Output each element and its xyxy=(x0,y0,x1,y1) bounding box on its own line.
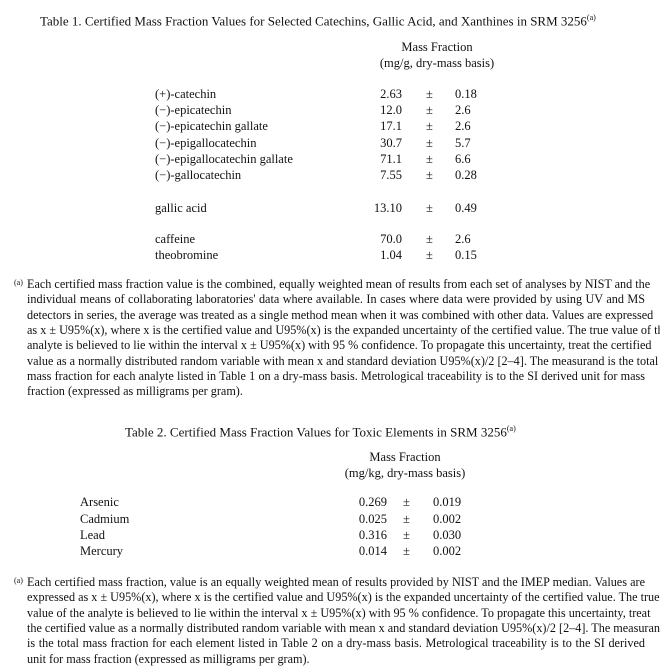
footnote-line: fraction (expressed as milligrams per gr… xyxy=(27,384,243,399)
table-title: Table 2. Certified Mass Fraction Values … xyxy=(125,421,516,439)
uncertainty: 2.6 xyxy=(455,103,471,117)
plus-minus: ± xyxy=(403,495,410,509)
plus-minus: ± xyxy=(426,248,433,262)
column-header: (mg/g, dry-mass basis) xyxy=(379,56,495,70)
footnote-line: analyte is believed to lie within the in… xyxy=(27,338,652,353)
plus-minus: ± xyxy=(426,136,433,150)
value: 7.55 xyxy=(380,168,402,182)
plus-minus: ± xyxy=(426,232,433,246)
value: 0.269 xyxy=(358,495,387,509)
uncertainty: 6.6 xyxy=(455,152,471,166)
column-header: Mass Fraction xyxy=(401,40,473,54)
value: 30.7 xyxy=(380,136,402,150)
row-label: theobromine xyxy=(155,248,219,262)
title-note: (a) xyxy=(506,424,516,433)
column-header: (mg/kg, dry-mass basis) xyxy=(344,466,466,480)
row-label: (−)-epicatechin gallate xyxy=(155,119,268,133)
footnote-line: unit for mass fraction (expressed as mil… xyxy=(27,651,310,666)
uncertainty: 0.49 xyxy=(455,201,477,215)
footnote-line: Each certified mass fraction value is th… xyxy=(27,277,651,291)
row-label: Arsenic xyxy=(80,495,119,509)
title-note: (a) xyxy=(586,13,596,22)
footnote-marker: (a) xyxy=(14,576,23,585)
footnote-line: the certified value as a normally distri… xyxy=(27,620,660,635)
value: 0.316 xyxy=(358,528,387,542)
plus-minus: ± xyxy=(403,544,410,558)
row-label: (−)-epigallocatechin gallate xyxy=(155,152,293,166)
value: 17.1 xyxy=(380,119,402,133)
uncertainty: 0.002 xyxy=(433,544,462,558)
uncertainty: 0.030 xyxy=(433,528,462,542)
row-label: Cadmium xyxy=(80,512,130,526)
value: 71.1 xyxy=(380,152,402,166)
footnote-line: value of the analyte is believed to lie … xyxy=(27,605,651,620)
uncertainty: 0.28 xyxy=(455,168,477,182)
plus-minus: ± xyxy=(403,528,410,542)
title-text: Table 2. Certified Mass Fraction Values … xyxy=(125,424,507,440)
footnote-line: is the total mass fraction for each elem… xyxy=(27,636,645,651)
plus-minus: ± xyxy=(426,152,433,166)
row-label: (+)-catechin xyxy=(155,87,217,101)
footnote-line: individual means of collaborating labora… xyxy=(27,292,645,307)
value: 12.0 xyxy=(380,103,402,117)
footnote-line: Each certified mass fraction, value is a… xyxy=(27,575,645,589)
uncertainty: 0.15 xyxy=(455,248,477,262)
plus-minus: ± xyxy=(426,201,433,215)
value: 0.014 xyxy=(358,544,387,558)
uncertainty: 2.6 xyxy=(455,119,471,133)
plus-minus: ± xyxy=(426,168,433,182)
uncertainty: 5.7 xyxy=(455,136,471,150)
row-label: caffeine xyxy=(155,232,196,246)
footnote-line: detectors in series, the average was tre… xyxy=(27,307,654,322)
plus-minus: ± xyxy=(426,119,433,133)
row-label: (−)-epigallocatechin xyxy=(155,136,257,150)
row-label: (−)-gallocatechin xyxy=(155,168,242,182)
footnote-marker: (a) xyxy=(14,278,23,287)
value: 0.025 xyxy=(358,512,387,526)
row-label: (−)-epicatechin xyxy=(155,103,232,117)
footnote-line: expressed as x ± U95%(x), where x is the… xyxy=(27,590,660,605)
uncertainty: 0.019 xyxy=(433,495,462,509)
row-label: Lead xyxy=(80,528,105,542)
title-text: Table 1. Certified Mass Fraction Values … xyxy=(40,13,587,29)
value: 13.10 xyxy=(373,201,402,215)
row-label: Mercury xyxy=(80,544,124,558)
footnote-line: mass fraction for each analyte listed in… xyxy=(27,368,645,383)
plus-minus: ± xyxy=(403,512,410,526)
footnote-line: as x ± U95%(x), where x is the certified… xyxy=(27,322,660,337)
value: 2.63 xyxy=(380,87,402,101)
table-title: Table 1. Certified Mass Fraction Values … xyxy=(40,10,596,28)
uncertainty: 2.6 xyxy=(455,232,471,246)
row-label: gallic acid xyxy=(155,201,207,215)
uncertainty: 0.002 xyxy=(433,512,462,526)
value: 70.0 xyxy=(380,232,402,246)
footnote-line: value as a normally distributed random v… xyxy=(27,353,659,368)
value: 1.04 xyxy=(380,248,402,262)
plus-minus: ± xyxy=(426,103,433,117)
plus-minus: ± xyxy=(426,87,433,101)
column-header: Mass Fraction xyxy=(369,450,441,464)
uncertainty: 0.18 xyxy=(455,87,477,101)
